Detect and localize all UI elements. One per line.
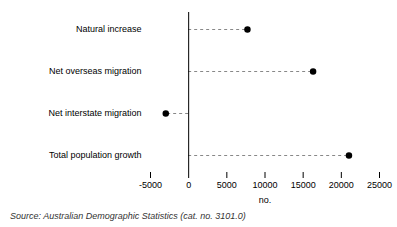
svg-text:Net interstate migration: Net interstate migration — [48, 108, 141, 118]
svg-text:25000: 25000 — [367, 180, 392, 190]
svg-text:5000: 5000 — [217, 180, 237, 190]
svg-text:Net overseas migration: Net overseas migration — [49, 66, 142, 76]
svg-text:-5000: -5000 — [139, 180, 162, 190]
svg-text:Natural increase: Natural increase — [76, 24, 142, 34]
html-text:Source: Australian Demographic: Source: Australian Demographic Statistic… — [10, 211, 246, 221]
svg-text:20000: 20000 — [329, 180, 354, 190]
svg-text:Total population growth: Total population growth — [49, 150, 142, 160]
svg-text:15000: 15000 — [291, 180, 316, 190]
svg-text:no.: no. — [259, 195, 272, 205]
svg-text:0: 0 — [186, 180, 191, 190]
svg-text:10000: 10000 — [252, 180, 277, 190]
